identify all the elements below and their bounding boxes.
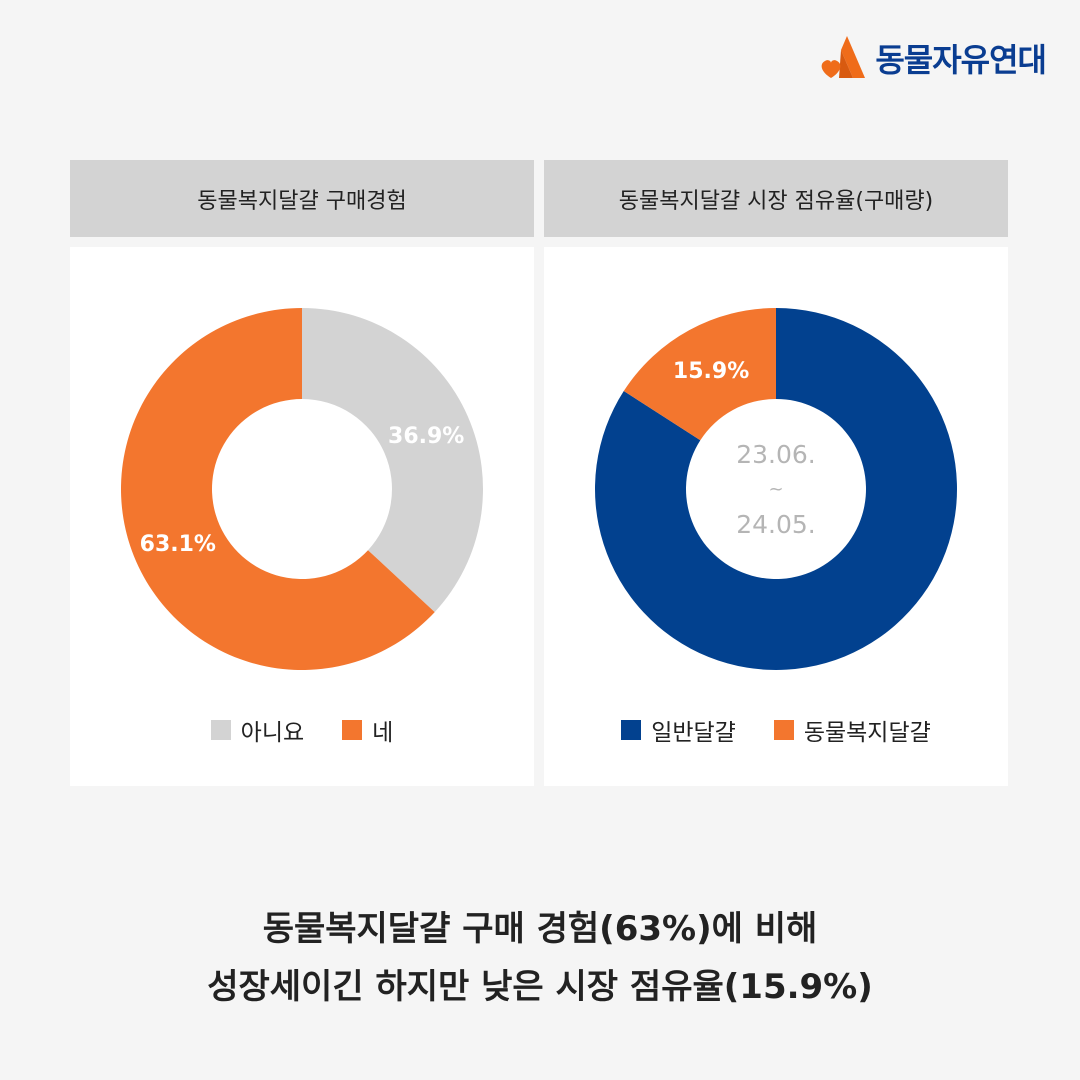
caption-line-2: 성장세이긴 하지만 낮은 시장 점유율(15.9%) — [207, 967, 873, 1007]
chart-body: 15.9% 23.06. ~24.05. 일반달걀 동물복지달걀 — [544, 247, 1008, 786]
market-share-donut: 15.9% 23.06. ~24.05. — [595, 308, 957, 670]
summary-caption: 동물복지달걀 구매 경험(63%)에 비해 성장세이긴 하지만 낮은 시장 점유… — [0, 900, 1080, 1016]
chart-legend: 아니요 네 — [70, 713, 534, 747]
slice-동물복지달걀 — [623, 308, 776, 441]
market-share-panel: 동물복지달걀 시장 점유율(구매량) 15.9% 23.06. ~24.05. 일반… — [544, 160, 1008, 786]
center-period-label: 24.05. — [736, 510, 816, 539]
legend-item-no: 아니요 — [210, 713, 305, 747]
center-period-label: ~ — [768, 479, 783, 500]
legend-swatch — [621, 720, 642, 740]
legend-label: 네 — [372, 720, 394, 746]
chart-title: 동물복지달걀 시장 점유율(구매량) — [544, 160, 1008, 237]
legend-label: 일반달걀 — [651, 720, 736, 746]
chart-legend: 일반달걀 동물복지달걀 — [544, 713, 1008, 747]
slice-value-label: 63.1% — [140, 532, 216, 557]
slice-value-label: 36.9% — [388, 424, 464, 449]
caption-line-1: 동물복지달걀 구매 경험(63%)에 비해 — [262, 909, 818, 949]
brand-logo: 동물자유연대 — [817, 32, 1047, 84]
legend-item-yes: 네 — [342, 713, 393, 747]
brand-name: 동물자유연대 — [875, 41, 1047, 79]
slice-일반달걀 — [595, 308, 957, 670]
chart-body: 36.9% 63.1% 아니요 네 — [70, 247, 534, 786]
slice-value-label: 15.9% — [673, 359, 749, 384]
legend-swatch — [342, 720, 363, 740]
brand-logo-icon — [821, 36, 866, 78]
legend-label: 동물복지달걀 — [803, 720, 931, 746]
legend-item-welfare: 동물복지달걀 — [773, 713, 931, 747]
legend-item-regular: 일반달걀 — [621, 713, 736, 747]
center-period-label: 23.06. — [736, 440, 816, 469]
legend-label: 아니요 — [240, 720, 305, 746]
slice-네 — [121, 308, 435, 670]
legend-swatch — [210, 720, 231, 740]
slice-아니요 — [302, 308, 484, 613]
purchase-experience-panel: 동물복지달걀 구매경험 36.9% 63.1% 아니요 네 — [70, 160, 534, 786]
legend-swatch — [773, 720, 794, 740]
purchase-experience-donut: 36.9% 63.1% — [121, 308, 484, 670]
chart-title: 동물복지달걀 구매경험 — [70, 160, 534, 237]
